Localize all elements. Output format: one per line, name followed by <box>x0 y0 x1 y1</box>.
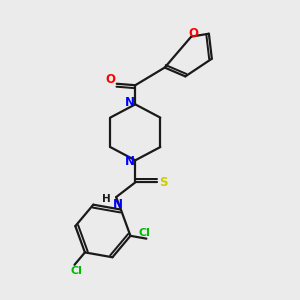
Text: H: H <box>102 194 111 205</box>
Text: N: N <box>125 96 135 110</box>
Text: O: O <box>106 73 116 86</box>
Text: Cl: Cl <box>70 266 82 276</box>
Text: S: S <box>160 176 168 189</box>
Text: N: N <box>125 155 135 168</box>
Text: N: N <box>112 198 123 211</box>
Text: O: O <box>189 27 199 40</box>
Text: Cl: Cl <box>139 228 151 238</box>
